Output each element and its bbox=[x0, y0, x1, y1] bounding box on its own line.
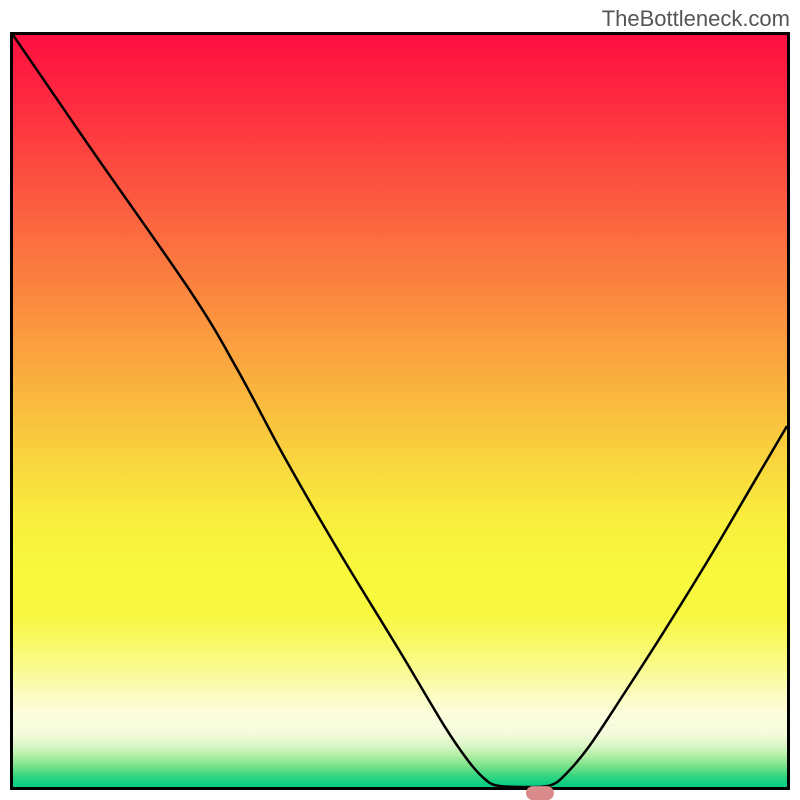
watermark-text: TheBottleneck.com bbox=[602, 6, 790, 32]
bottleneck-curve bbox=[13, 35, 787, 787]
chart-container: TheBottleneck.com bbox=[0, 0, 800, 800]
optimum-marker bbox=[525, 786, 553, 800]
plot-area bbox=[10, 32, 790, 790]
